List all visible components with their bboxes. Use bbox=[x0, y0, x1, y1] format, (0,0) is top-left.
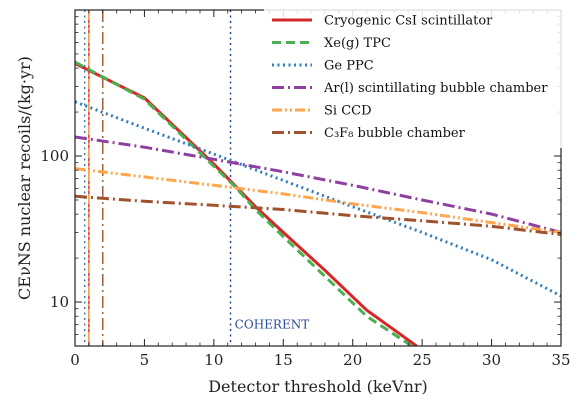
legend-label-0: Cryogenic CsI scintillator bbox=[324, 14, 493, 29]
legend-label-1: Xe(g) TPC bbox=[324, 36, 391, 51]
y-axis-title: CEνNS nuclear recoils/(kg·yr) bbox=[15, 56, 34, 300]
legend-label-3: Ar(l) scintillating bubble chamber bbox=[323, 81, 548, 96]
x-tick-label: 15 bbox=[274, 351, 293, 369]
annotation-label: COHERENT bbox=[235, 317, 310, 331]
x-tick-label: 35 bbox=[551, 351, 570, 369]
series-line-4 bbox=[75, 167, 561, 234]
x-tick-label: 10 bbox=[204, 351, 223, 369]
x-tick-label: 5 bbox=[140, 351, 150, 369]
x-tick-label: 30 bbox=[482, 351, 501, 369]
series-line-2 bbox=[75, 100, 561, 298]
legend-label-2: Ge PPC bbox=[324, 59, 374, 74]
x-tick-label: 0 bbox=[70, 351, 80, 369]
y-tick-label: 100 bbox=[40, 147, 69, 165]
legend-label-5: C₃F₈ bubble chamber bbox=[324, 126, 466, 141]
x-tick-label: 25 bbox=[413, 351, 432, 369]
y-tick-label: 10 bbox=[50, 293, 69, 311]
series-line-1 bbox=[75, 60, 415, 346]
series-line-5 bbox=[75, 194, 561, 236]
legend-box bbox=[264, 9, 584, 148]
series-line-3 bbox=[75, 135, 561, 234]
x-axis-title: Detector threshold (keVnr) bbox=[208, 377, 428, 396]
legend-label-4: Si CCD bbox=[324, 104, 372, 119]
x-tick-label: 20 bbox=[343, 351, 362, 369]
